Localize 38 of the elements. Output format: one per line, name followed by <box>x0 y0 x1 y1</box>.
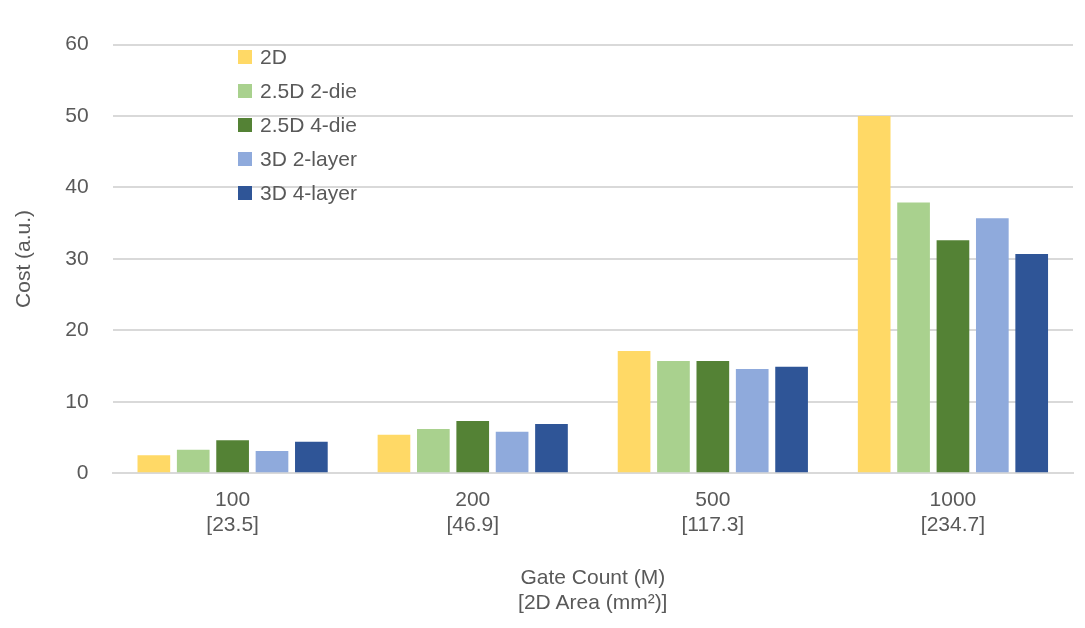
y-tick-label: 30 <box>65 245 89 269</box>
y-tick-label: 60 <box>65 31 89 55</box>
x-tick-label: 100 [23.5] <box>206 486 259 535</box>
legend-label: 2.5D 4-die <box>260 113 357 137</box>
bar <box>735 368 769 473</box>
y-tick-label: 20 <box>65 317 89 341</box>
bar <box>417 428 450 473</box>
legend-label: 3D 4-layer <box>260 181 357 205</box>
bar <box>975 218 1009 473</box>
bar <box>775 366 808 473</box>
bar <box>696 361 730 473</box>
y-tick-label: 50 <box>65 102 89 126</box>
bar <box>857 116 891 473</box>
x-axis-title: Gate Count (M) [2D Area (mm²)] <box>518 565 668 614</box>
y-tick-label: 10 <box>65 388 89 412</box>
legend-label: 2.5D 2-die <box>260 79 357 103</box>
bar <box>176 449 210 473</box>
bar <box>216 440 249 473</box>
y-tick-label: 0 <box>76 460 89 483</box>
bar <box>255 451 289 473</box>
y-tick-label: 40 <box>65 174 89 198</box>
bar <box>1015 253 1049 473</box>
bar <box>897 202 930 473</box>
bar <box>456 421 490 473</box>
bar <box>295 441 328 473</box>
bar <box>535 423 568 473</box>
legend-label: 2D <box>260 45 287 69</box>
y-axis-title: Cost (a.u.) <box>11 209 35 308</box>
bar <box>936 240 970 473</box>
x-tick-label: 200 [46.9] <box>446 486 499 535</box>
bar <box>377 434 411 473</box>
bar <box>495 431 529 473</box>
bar <box>617 351 651 473</box>
bar <box>137 455 171 473</box>
bar <box>657 361 690 473</box>
x-tick-label: 500 [117.3] <box>681 486 745 535</box>
x-tick-label: 1000 [234.7] <box>920 486 986 535</box>
legend-label: 3D 2-layer <box>260 147 357 171</box>
